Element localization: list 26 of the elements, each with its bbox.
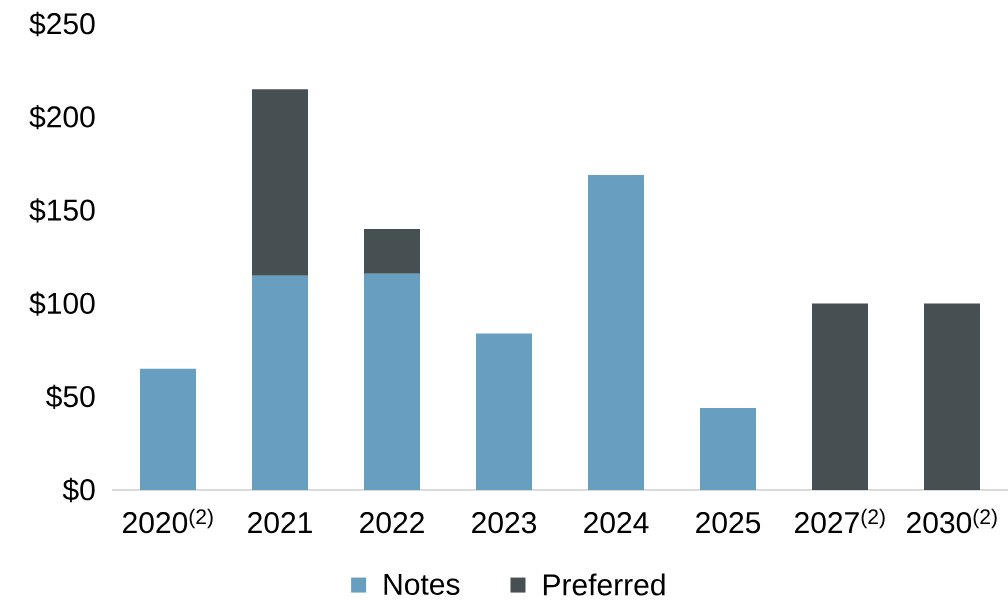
y-tick-label: $150 bbox=[29, 198, 95, 223]
x-tick-label: 2024 bbox=[584, 512, 649, 534]
x-tick-label: 2027$^{(2)}$ bbox=[795, 508, 885, 534]
bar bbox=[252, 89, 308, 276]
bar bbox=[364, 229, 421, 274]
y-tick-label: $0 bbox=[62, 477, 95, 503]
bar bbox=[700, 407, 757, 490]
x-tick-label: 2023 bbox=[472, 512, 537, 534]
x-tick-label: 2020$^{(2)}$ bbox=[123, 508, 213, 534]
x-tick-label: 2022 bbox=[360, 512, 424, 534]
x-tick-label: 2021 bbox=[248, 512, 312, 534]
legend-label: Notes bbox=[384, 573, 460, 595]
y-tick-label: $200 bbox=[29, 105, 95, 130]
bar bbox=[812, 303, 869, 490]
x-tick-label: 2030$^{(2)}$ bbox=[907, 508, 997, 534]
bar bbox=[924, 303, 981, 490]
y-tick-label: $250 bbox=[29, 11, 95, 37]
y-tick-label: $50 bbox=[46, 384, 95, 409]
bar bbox=[588, 174, 645, 490]
bar bbox=[140, 368, 196, 490]
legend-label: Preferred bbox=[543, 573, 665, 596]
bar bbox=[252, 275, 308, 490]
x-tick-label: 2025 bbox=[696, 512, 761, 534]
bar bbox=[364, 273, 421, 490]
bar bbox=[476, 333, 533, 490]
y-tick-label: $100 bbox=[29, 291, 95, 316]
